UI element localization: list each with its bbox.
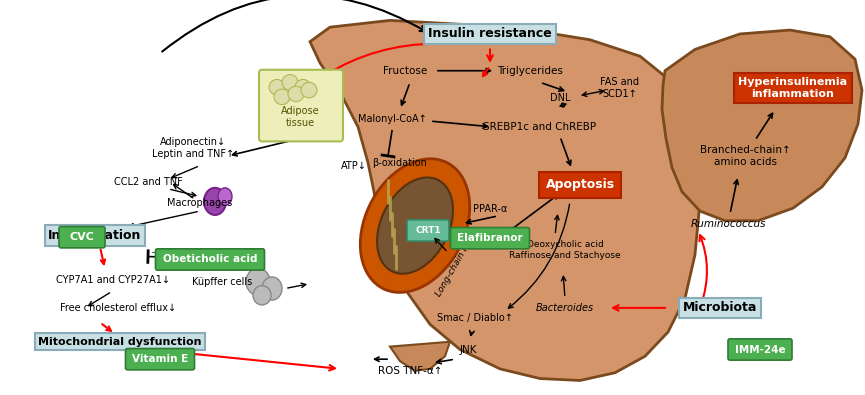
Circle shape [274,89,290,105]
Text: Malonyl-CoA↑: Malonyl-CoA↑ [357,114,426,124]
Text: PPAR-α: PPAR-α [473,204,507,214]
Text: Vitamin E: Vitamin E [131,354,188,364]
Text: Deoxycholic acid
Raffinose and Stachyose: Deoxycholic acid Raffinose and Stachyose [509,240,621,260]
Text: FAS and
SCD1↑: FAS and SCD1↑ [600,77,639,99]
Text: Triglycerides: Triglycerides [497,66,563,76]
Text: Obeticholic acid: Obeticholic acid [163,254,257,265]
Text: CYP7A1 and CYP27A1↓: CYP7A1 and CYP27A1↓ [56,275,170,285]
FancyBboxPatch shape [59,227,105,248]
Text: ROS TNF-α↑: ROS TNF-α↑ [378,366,442,376]
Text: Ruminococcus: Ruminococcus [690,219,766,229]
FancyBboxPatch shape [728,339,792,360]
Text: CVC: CVC [69,232,94,242]
Text: Branched-chain↑
amino acids: Branched-chain↑ amino acids [700,145,791,167]
Text: JNK: JNK [459,344,477,354]
Circle shape [301,82,317,98]
Polygon shape [662,30,862,221]
Text: Inflammation: Inflammation [48,229,142,242]
Text: Macrophages: Macrophages [167,198,233,208]
Text: Fructose: Fructose [383,66,427,76]
Text: Adiponectin↓
Leptin and TNF↑: Adiponectin↓ Leptin and TNF↑ [152,137,234,159]
Ellipse shape [377,177,453,274]
Text: Free cholesterol efflux↓: Free cholesterol efflux↓ [60,303,176,313]
Polygon shape [310,21,700,380]
Text: DNL: DNL [550,93,570,103]
Ellipse shape [246,268,270,295]
Text: Smac / Diablo↑: Smac / Diablo↑ [437,312,513,323]
Text: Bacteroides: Bacteroides [536,303,594,313]
Text: IMM-24e: IMM-24e [734,344,785,354]
Text: CRT1: CRT1 [415,226,441,235]
Text: Küpffer cells: Küpffer cells [192,277,252,287]
Circle shape [288,86,304,102]
Circle shape [282,75,298,90]
Text: Insulin resistance: Insulin resistance [428,27,552,40]
FancyBboxPatch shape [125,348,195,370]
Text: Long-chain FFA: Long-chain FFA [434,234,476,298]
Text: Hyperinsulinemia
inflammation: Hyperinsulinemia inflammation [739,77,848,99]
Text: Mitochondrial dysfunction: Mitochondrial dysfunction [38,337,202,347]
Text: Apoptosis: Apoptosis [546,179,614,192]
Text: CCL2 and TNF: CCL2 and TNF [113,177,183,187]
Ellipse shape [218,188,232,205]
FancyBboxPatch shape [259,70,343,141]
Text: Adipose
tissue: Adipose tissue [280,106,319,128]
Circle shape [269,79,285,95]
Ellipse shape [204,188,226,215]
Ellipse shape [361,159,470,292]
FancyBboxPatch shape [407,220,449,241]
Circle shape [295,79,311,95]
Text: Elafibranor: Elafibranor [458,233,522,243]
Ellipse shape [262,277,282,300]
Ellipse shape [253,286,271,305]
Text: Microbiota: Microbiota [682,301,757,314]
Text: ⊣FXR: ⊣FXR [150,248,179,258]
Text: β-oxidation: β-oxidation [373,158,427,168]
Text: SREBP1c and ChREBP: SREBP1c and ChREBP [484,122,597,132]
Text: ATP↓: ATP↓ [341,161,367,171]
FancyBboxPatch shape [156,249,265,270]
Polygon shape [390,342,450,371]
FancyBboxPatch shape [451,228,529,249]
